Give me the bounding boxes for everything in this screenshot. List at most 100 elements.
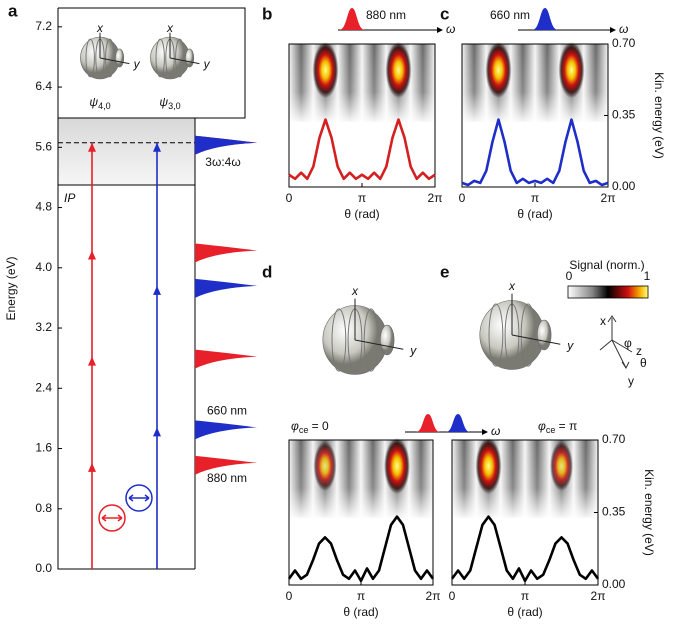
orbital-axis-label: y	[566, 339, 574, 353]
heatmap-spot	[313, 441, 337, 491]
photon-arrowhead	[153, 285, 161, 295]
continuum	[58, 118, 195, 185]
data-line	[288, 118, 436, 181]
x-tick-label: π	[521, 589, 529, 603]
y-tick-label: 0.35	[602, 505, 626, 519]
x-tick-label: π	[357, 589, 365, 603]
orbital-ring	[520, 303, 536, 367]
data-line	[461, 118, 609, 187]
orbital-axis-label: x	[351, 284, 359, 298]
cep-symbol: φ	[291, 419, 299, 433]
orbital: xy	[150, 21, 211, 80]
x-tick-label: π	[358, 191, 366, 205]
pulse	[446, 414, 470, 432]
frame-label: x	[600, 314, 606, 328]
y-tick-label: 5.6	[35, 139, 52, 153]
harmonic-label: 3ω:4ω	[205, 155, 240, 169]
orbital-axes	[169, 32, 200, 65]
orbital-axes	[99, 32, 130, 65]
frame-axis-lines	[599, 318, 633, 369]
polarization-red	[98, 504, 126, 532]
x-axis-label: θ (rad)	[344, 207, 379, 221]
x-tick-label: 0	[449, 589, 456, 603]
orbital-lobe	[115, 48, 125, 68]
pulse-arrowhead	[610, 27, 616, 33]
orbital-ring	[363, 308, 379, 372]
orbital-symbol: ψ	[89, 95, 98, 109]
y-tick-label: 4.0	[35, 260, 52, 274]
orbital-lobe	[536, 319, 552, 351]
y-tick-label: 0.70	[602, 432, 626, 446]
frame-label: z	[636, 344, 642, 358]
orbital-lobe	[380, 324, 395, 356]
panel-label: a	[8, 1, 18, 20]
pulse-label: 660 nm	[490, 8, 530, 22]
heatmap-spot	[558, 42, 585, 98]
pulse-pair: ω	[405, 414, 500, 438]
orbital-label: ψ4,0	[89, 95, 110, 111]
heatmap-fade	[452, 440, 598, 520]
panel-label: e	[440, 262, 449, 281]
spectrum-peak	[195, 135, 257, 155]
y-axis-label: Energy (eV)	[4, 256, 18, 320]
photon-arrowhead	[88, 356, 96, 366]
pulse-axis-symbol: ω	[619, 22, 628, 36]
photon-arrowhead	[153, 427, 161, 437]
y-tick-label: 0.00	[612, 179, 636, 193]
y-axis-label: Kin. energy (eV)	[642, 469, 656, 556]
pulse	[339, 8, 365, 30]
orbital: xy	[479, 279, 574, 370]
orbital-axis-label: y	[203, 57, 211, 71]
spectrum-peak	[195, 349, 257, 369]
pulse	[416, 414, 440, 432]
x-tick-label: 0	[286, 191, 293, 205]
orbital: xy	[80, 21, 141, 80]
orbital-axes	[511, 293, 561, 345]
colorbar-bar	[567, 285, 649, 299]
colorbar-title: Signal (norm.)	[569, 258, 644, 272]
photon-arrowhead	[88, 142, 96, 152]
x-axis-label: θ (rad)	[517, 207, 552, 221]
y-tick-label: 0.70	[612, 36, 636, 50]
orbital-subscript: 4,0	[98, 101, 111, 111]
orbital-ring	[175, 38, 185, 78]
x-tick-label: 0	[286, 589, 293, 603]
colorbar-tick: 1	[644, 269, 651, 283]
heatmap-spot	[385, 42, 412, 98]
data-line	[450, 515, 600, 583]
y-axis-label: Kin. energy (eV)	[652, 72, 666, 159]
heatmap-spot	[312, 42, 339, 98]
y-tick-label: 0.00	[602, 577, 626, 591]
heatmap-fade	[289, 440, 433, 520]
orbital-ring	[85, 38, 95, 78]
y-tick-label: 6.4	[35, 79, 52, 93]
orbital-label: ψ3,0	[159, 95, 180, 111]
cep-symbol: φ	[538, 419, 546, 433]
orbital-ring	[155, 38, 165, 78]
orbital-axis-label: y	[409, 344, 417, 358]
polarization-icons	[98, 484, 153, 532]
pulse-label: 880 nm	[366, 8, 406, 22]
x-tick-label: π	[531, 191, 539, 205]
heatmap-spot	[384, 438, 410, 494]
y-tick-label: 4.8	[35, 200, 52, 214]
polarization-arrow	[128, 494, 150, 502]
heatmap-spot	[475, 438, 502, 494]
cep-subscript: ce	[299, 425, 309, 435]
orbital-ring	[105, 38, 115, 78]
orbital-subscript: 3,0	[168, 101, 181, 111]
panel-label: d	[262, 262, 272, 281]
y-tick-label: 1.6	[35, 441, 52, 455]
x-tick-label: 2π	[601, 191, 616, 205]
orbital-ring	[488, 303, 504, 367]
y-tick-label: 0.0	[35, 561, 52, 575]
heatmap-fade	[289, 44, 435, 124]
orbital-axes	[354, 298, 404, 350]
cep-text: = π	[555, 419, 577, 433]
frame-axes: x φ z θ y	[599, 314, 647, 388]
heatmap-spot	[485, 42, 512, 98]
colorbar: Signal (norm.) 0 1	[566, 258, 651, 299]
data-line	[287, 515, 435, 583]
spectrum-peak	[195, 243, 257, 263]
